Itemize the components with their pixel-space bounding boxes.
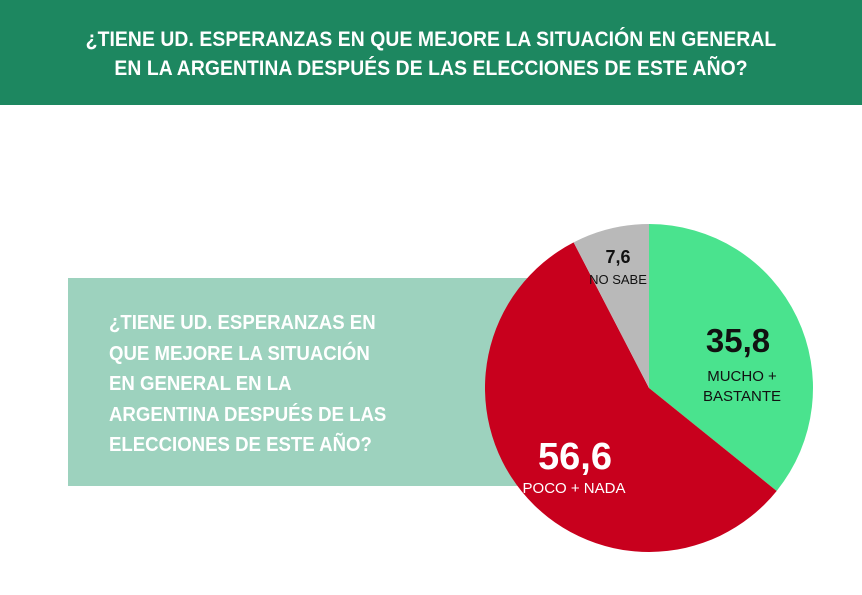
slice-label-no-sabe: NO SABE (589, 272, 647, 287)
slice-label-mucho-bastante-line2: BASTANTE (703, 388, 781, 405)
question-box (68, 278, 528, 486)
slice-label-poco-nada: POCO + NADA (523, 480, 626, 497)
pie-slices (484, 224, 814, 553)
page-header: ¿TIENE UD. ESPERANZAS EN QUE MEJORE LA S… (0, 0, 862, 105)
pie-slice-no-sabe (573, 224, 649, 388)
slice-value-mucho-bastante: 35,8 (706, 322, 770, 359)
question-text: ¿TIENE UD. ESPERANZAS EN QUE MEJORE LA S… (109, 312, 387, 456)
slice-label-mucho-bastante-line1: MUCHO + (707, 368, 777, 385)
pie-slice-mucho-bastante (649, 224, 814, 491)
slice-value-no-sabe: 7,6 (605, 247, 630, 267)
page-title: ¿TIENE UD. ESPERANZAS EN QUE MEJORE LA S… (85, 27, 777, 80)
slice-value-poco-nada: 56,6 (538, 436, 612, 478)
pie-slice-poco-nada (484, 242, 777, 553)
